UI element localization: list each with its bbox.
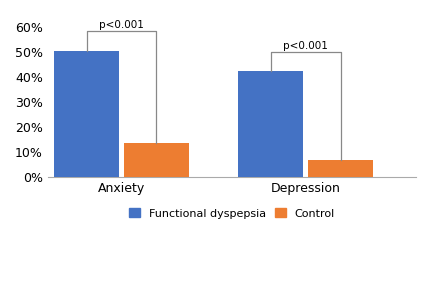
- Bar: [54, 51, 118, 177]
- Bar: [307, 160, 372, 177]
- Text: p<0.001: p<0.001: [99, 20, 144, 30]
- Bar: [238, 71, 302, 177]
- Text: p<0.001: p<0.001: [283, 41, 327, 51]
- Bar: [124, 143, 188, 177]
- Legend: Functional dyspepsia, Control: Functional dyspepsia, Control: [124, 204, 339, 223]
